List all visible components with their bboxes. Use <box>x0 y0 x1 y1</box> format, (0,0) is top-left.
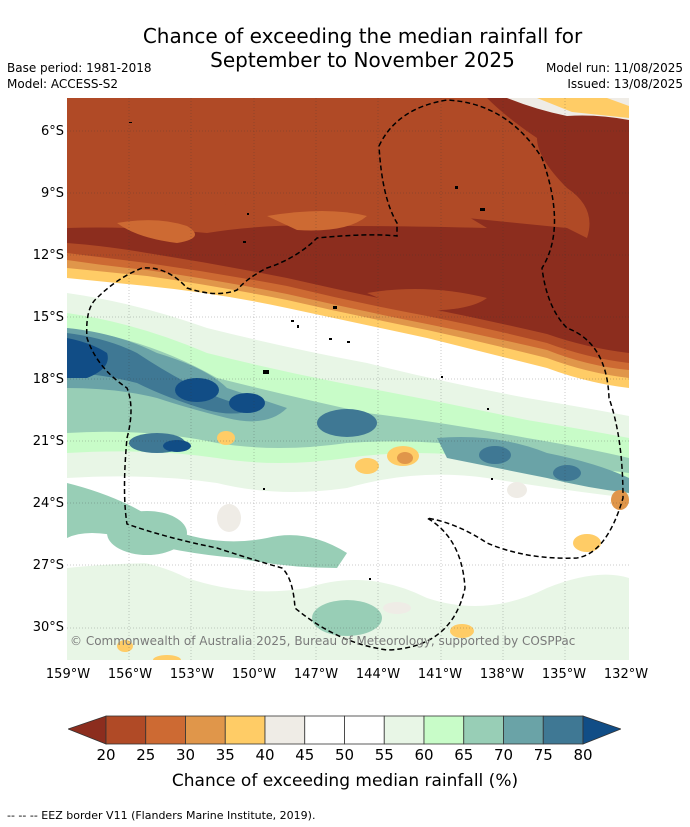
colorbar-segment <box>542 715 584 745</box>
colorbar-segment <box>264 715 306 745</box>
colorbar-segment <box>105 715 147 745</box>
x-tick-label: 132°W <box>603 667 649 682</box>
x-tick-label: 159°W <box>45 667 91 682</box>
x-tick-label: 153°W <box>169 667 215 682</box>
colorbar-segment <box>145 715 186 745</box>
colorbar-tick-label: 60 <box>414 746 434 764</box>
colorbar-segment <box>503 715 544 745</box>
y-tick-label: 6°S <box>40 124 64 139</box>
model-run: Model run: 11/08/2025 <box>545 61 683 75</box>
colorbar-segment <box>224 715 266 745</box>
title-line-2: September to November 2025 <box>210 48 515 72</box>
meta-right: Model run: 11/08/2025 Issued: 13/08/2025 <box>546 60 683 92</box>
colorbar-segment <box>185 715 226 745</box>
y-tick-label: 9°S <box>40 186 64 201</box>
issued-date: Issued: 13/08/2025 <box>567 77 683 91</box>
colorbar-segment <box>383 715 425 745</box>
map-canvas <box>67 98 629 660</box>
y-tick-label: 24°S <box>32 496 64 511</box>
colorbar-segment <box>463 715 504 745</box>
model-name: Model: ACCESS-S2 <box>7 77 119 91</box>
x-tick-label: 147°W <box>293 667 339 682</box>
meta-left: Base period: 1981-2018 Model: ACCESS-S2 <box>7 60 152 92</box>
colorbar-tick-label: 25 <box>136 746 156 764</box>
x-tick-label: 150°W <box>231 667 277 682</box>
colorbar-tick-label: 35 <box>215 746 235 764</box>
y-tick-label: 27°S <box>32 558 64 573</box>
colorbar-tick-label: 55 <box>374 746 394 764</box>
y-tick-label: 15°S <box>32 310 64 325</box>
y-tick-label: 18°S <box>32 372 64 387</box>
colorbar-segment <box>304 715 345 745</box>
colorbar-extend-low <box>68 715 107 745</box>
colorbar-tick-label: 80 <box>573 746 593 764</box>
colorbar-segment <box>344 715 385 745</box>
eez-footnote: -- -- -- EEZ border V11 (Flanders Marine… <box>7 809 316 822</box>
colorbar-segment <box>423 715 465 745</box>
colorbar-tick-label: 20 <box>96 746 116 764</box>
y-tick-label: 30°S <box>32 620 64 635</box>
x-tick-label: 141°W <box>417 667 463 682</box>
colorbar-tick-label: 75 <box>533 746 553 764</box>
colorbar-tick-label: 70 <box>493 746 514 764</box>
colorbar <box>68 715 621 745</box>
colorbar-tick-label: 50 <box>334 746 355 764</box>
colorbar-tick-label: 65 <box>454 746 474 764</box>
title-line-1: Chance of exceeding the median rainfall … <box>142 24 583 48</box>
base-period: Base period: 1981-2018 <box>7 61 152 75</box>
rainfall-map <box>67 98 629 660</box>
x-tick-label: 135°W <box>541 667 587 682</box>
colorbar-tick-label: 30 <box>175 746 196 764</box>
y-tick-label: 21°S <box>32 434 64 449</box>
colorbar-label: Chance of exceeding median rainfall (%) <box>171 771 519 791</box>
x-tick-label: 156°W <box>107 667 153 682</box>
y-tick-label: 12°S <box>32 248 64 263</box>
map-title: Chance of exceeding the median rainfall … <box>0 24 690 72</box>
colorbar-tick-label: 45 <box>295 746 315 764</box>
copyright-notice: © Commonwealth of Australia 2025, Bureau… <box>70 634 576 648</box>
colorbar-tick-label: 40 <box>255 746 275 764</box>
colorbar-extend-high <box>582 715 621 745</box>
x-tick-label: 144°W <box>355 667 401 682</box>
x-tick-label: 138°W <box>479 667 525 682</box>
